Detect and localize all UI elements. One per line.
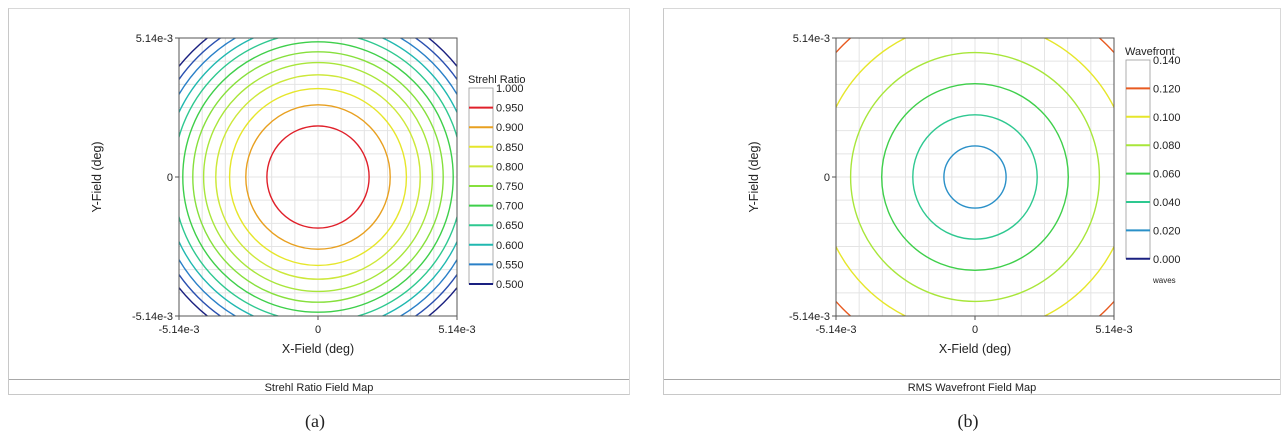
contour-line bbox=[912, 114, 1038, 240]
contour-line bbox=[266, 125, 370, 229]
legend-level-label: 0.040 bbox=[1153, 197, 1181, 209]
legend-level-label: 0.080 bbox=[1153, 140, 1181, 152]
y-tick-label: -5.14e-3 bbox=[132, 311, 173, 323]
contour-lines bbox=[836, 38, 1114, 316]
plot-caption-bar: Strehl Ratio Field Map bbox=[9, 379, 629, 397]
plot-grid bbox=[836, 38, 1114, 316]
x-tick-label: 5.14e-3 bbox=[1095, 324, 1132, 336]
y-tick-label: 0 bbox=[824, 172, 830, 184]
x-tick-label: -5.14e-3 bbox=[159, 324, 200, 336]
legend-level-label: 0.800 bbox=[496, 161, 524, 173]
rms-wavefront-panel: -5.14e-3 0 5.14e-3 -5.14e-3 0 5.14e-3 X-Field … bbox=[655, 0, 1281, 439]
contour-line bbox=[215, 74, 421, 280]
contour-lines bbox=[179, 38, 457, 316]
x-axis-label: X-Field (deg) bbox=[939, 342, 1011, 356]
legend-level-label: 0.120 bbox=[1153, 83, 1181, 95]
contour-line bbox=[245, 104, 391, 250]
strehl-ratio-contour-chart: -5.14e-3 0 5.14e-3 -5.14e-3 0 5.14e-3 X-Field … bbox=[90, 33, 525, 356]
strehl-ratio-panel: -5.14e-3 0 5.14e-3 -5.14e-3 0 5.14e-3 X-Field … bbox=[0, 0, 630, 439]
plot-caption-bar: RMS Wavefront Field Map bbox=[664, 379, 1280, 397]
y-tick-label: 5.14e-3 bbox=[136, 33, 173, 45]
legend-level-label: 0.060 bbox=[1153, 169, 1181, 181]
legend-level-label: 0.850 bbox=[496, 142, 524, 154]
legend-level-label: 0.140 bbox=[1153, 55, 1181, 67]
rms-wavefront-contour-chart: -5.14e-3 0 5.14e-3 -5.14e-3 0 5.14e-3 X-Field … bbox=[747, 33, 1181, 356]
legend-title: Wavefront bbox=[1125, 46, 1175, 58]
legend-level-label: 0.950 bbox=[496, 103, 524, 115]
y-tick-label: 5.14e-3 bbox=[793, 33, 830, 45]
y-axis-label: Y-Field (deg) bbox=[747, 141, 761, 212]
plot-caption: Strehl Ratio Field Map bbox=[264, 382, 374, 394]
contour-line bbox=[943, 145, 1007, 209]
contour-line bbox=[192, 51, 444, 303]
legend-title: Strehl Ratio bbox=[468, 74, 525, 86]
contour-line bbox=[849, 51, 1101, 303]
contour-line bbox=[182, 41, 454, 313]
y-tick-label: -5.14e-3 bbox=[789, 311, 830, 323]
x-tick-label: 0 bbox=[972, 324, 978, 336]
legend-level-label: 1.000 bbox=[496, 83, 524, 95]
plot-window-frame: -5.14e-3 0 5.14e-3 -5.14e-3 0 5.14e-3 X-Field … bbox=[663, 8, 1281, 395]
legend-level-label: 0.000 bbox=[1153, 254, 1181, 266]
legend-level-label: 0.500 bbox=[496, 279, 524, 291]
legend-box bbox=[1125, 59, 1151, 260]
legend-level-label: 0.750 bbox=[496, 181, 524, 193]
y-tick-label: 0 bbox=[167, 172, 173, 184]
plot-grid bbox=[179, 38, 457, 316]
legend-level-label: 0.550 bbox=[496, 259, 524, 271]
x-tick-label: 5.14e-3 bbox=[438, 324, 475, 336]
plot-window-frame: -5.14e-3 0 5.14e-3 -5.14e-3 0 5.14e-3 X-Field … bbox=[8, 8, 630, 395]
x-axis-label: X-Field (deg) bbox=[282, 342, 354, 356]
subfigure-label: (b) bbox=[957, 411, 979, 431]
legend-level-label: 0.100 bbox=[1153, 112, 1181, 124]
legend-level-label: 0.700 bbox=[496, 201, 524, 213]
legend-level-label: 0.020 bbox=[1153, 225, 1181, 237]
contour-line bbox=[881, 83, 1069, 271]
contour-line bbox=[228, 87, 408, 267]
legend-level-label: 0.650 bbox=[496, 220, 524, 232]
subfigure-label: (a) bbox=[305, 411, 325, 431]
legend-unit: waves bbox=[1152, 276, 1176, 285]
x-tick-label: 0 bbox=[315, 324, 321, 336]
legend-level-label: 0.900 bbox=[496, 122, 524, 134]
y-axis-label: Y-Field (deg) bbox=[90, 141, 104, 212]
plot-caption: RMS Wavefront Field Map bbox=[907, 382, 1037, 394]
contour-line bbox=[202, 61, 434, 293]
x-tick-label: -5.14e-3 bbox=[816, 324, 857, 336]
legend-level-label: 0.600 bbox=[496, 240, 524, 252]
